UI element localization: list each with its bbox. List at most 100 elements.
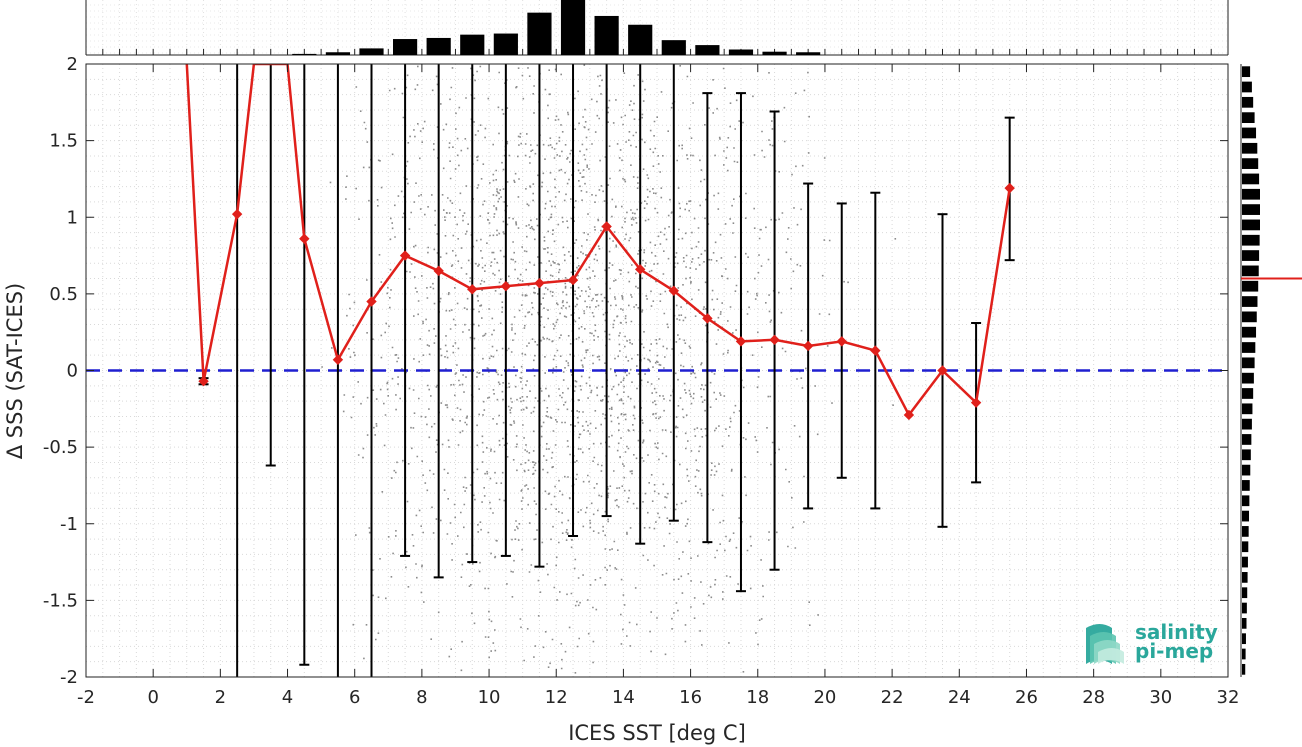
x-tick-label: 26 (1015, 687, 1038, 708)
mean-point (702, 313, 713, 324)
right-hist-bar (1242, 633, 1246, 645)
top-hist-bar (527, 12, 552, 55)
top-hist-bar (695, 45, 720, 55)
mean-point (601, 221, 612, 232)
mean-point (366, 296, 377, 307)
mean-point (970, 397, 982, 408)
mean-point (802, 340, 814, 352)
x-axis-label: ICES SST [deg C] (568, 721, 746, 745)
x-tick-label: 2 (215, 687, 226, 708)
top-hist-bar (493, 33, 518, 55)
right-hist-bar (1242, 219, 1260, 231)
top-hist-bar (661, 40, 686, 55)
top-hist-bar (728, 49, 754, 55)
x-tick-label: 24 (948, 687, 971, 708)
top-hist-bar (796, 52, 821, 55)
scatter-points (321, 64, 897, 674)
top-hist-bar (460, 34, 485, 55)
x-tick-label: 18 (746, 687, 769, 708)
mean-point (937, 365, 948, 376)
y-tick-label: -1 (60, 514, 78, 535)
right-hist-bar (1242, 127, 1257, 139)
right-hist-bar (1242, 250, 1260, 261)
right-hist-bar (1242, 81, 1252, 93)
right-hist-bar (1242, 234, 1260, 246)
right-hist-bar (1242, 142, 1258, 154)
mean-line-path (185, 64, 1011, 418)
right-hist-bar (1242, 112, 1255, 124)
mean-point (567, 274, 579, 286)
x-tick-label: 10 (478, 687, 501, 708)
mean-point (467, 284, 478, 295)
right-hist-bar (1242, 372, 1254, 384)
right-hist-bar (1242, 265, 1259, 277)
mean-point (500, 281, 512, 292)
top-hist-bar (426, 37, 451, 55)
right-hist-bar (1242, 602, 1247, 614)
salinity-pi-mep-logo: salinity pi-mep (1086, 620, 1218, 664)
mean-point (870, 345, 881, 356)
scatter-cloud (321, 64, 897, 674)
top-hist-bar (325, 52, 351, 55)
right-hist-bar (1242, 188, 1260, 200)
right-hist-bar (1242, 357, 1255, 369)
mean-point (231, 208, 243, 220)
right-hist-bar (1242, 526, 1249, 537)
top-hist-bar (292, 53, 317, 55)
right-hist-bar (1242, 296, 1258, 307)
right-hist-bar (1242, 403, 1253, 415)
x-tick-label: 30 (1149, 687, 1172, 708)
y-tick-label: 0 (67, 361, 78, 382)
mean-point (769, 334, 780, 346)
top-hist-bar (560, 0, 586, 55)
right-hist-bar (1242, 204, 1260, 215)
right-hist-bar (1242, 449, 1251, 461)
mean-point (735, 336, 747, 347)
axes-frame (85, 63, 1229, 678)
top-hist-bar (359, 48, 384, 55)
mean-line (185, 64, 1015, 421)
y-tick-labels: -2 -1.5 -1 -0.5 0 0.5 1 1.5 2 (43, 54, 78, 688)
right-hist-bar (1242, 280, 1259, 292)
y-tick-label: 0.5 (49, 284, 78, 305)
y-tick-label: 1 (67, 207, 78, 228)
right-hist-bar (1242, 311, 1257, 323)
mean-point (668, 285, 680, 297)
y-tick-label: 1.5 (49, 131, 78, 152)
right-hist-bar (1242, 648, 1246, 660)
right-hist-bar (1242, 342, 1256, 353)
x-tick-labels: -2 0 2 4 6 8 10 12 14 16 18 20 22 24 26 28 30 32 (77, 687, 1239, 708)
y-tick-label: -0.5 (43, 437, 78, 458)
right-hist-bar (1242, 572, 1248, 583)
right-hist-bar (1242, 510, 1250, 522)
x-tick-label: 22 (881, 687, 904, 708)
top-hist-bar (628, 24, 653, 55)
mean-point (903, 409, 915, 421)
right-hist-bar (1242, 464, 1251, 476)
right-hist-bar (1242, 541, 1249, 553)
x-tick-label: 0 (147, 687, 158, 708)
right-hist-bar (1242, 158, 1259, 169)
right-hist-bar (1242, 495, 1250, 507)
mean-point (634, 264, 646, 275)
mean-point (534, 277, 545, 289)
right-hist-bar (1242, 418, 1252, 430)
x-tick-label: 20 (813, 687, 836, 708)
mean-point (1004, 182, 1015, 194)
top-hist-bar (594, 15, 619, 55)
top-hist-bar (392, 39, 418, 55)
right-hist-bar (1242, 173, 1260, 185)
right-histogram (1240, 64, 1302, 677)
x-tick-label: 14 (612, 687, 635, 708)
right-hist-bar (1242, 388, 1254, 399)
right-hist-bar (1242, 326, 1257, 338)
x-tick-label: 32 (1217, 687, 1240, 708)
right-hist-bar (1242, 480, 1250, 491)
top-histogram (85, 0, 1229, 56)
mean-point (399, 250, 411, 261)
x-tick-label: 12 (545, 687, 568, 708)
y-axis-label: Δ SSS (SAT-ICES) (3, 283, 27, 459)
right-hist-bar (1242, 663, 1246, 675)
mean-point (332, 354, 344, 365)
